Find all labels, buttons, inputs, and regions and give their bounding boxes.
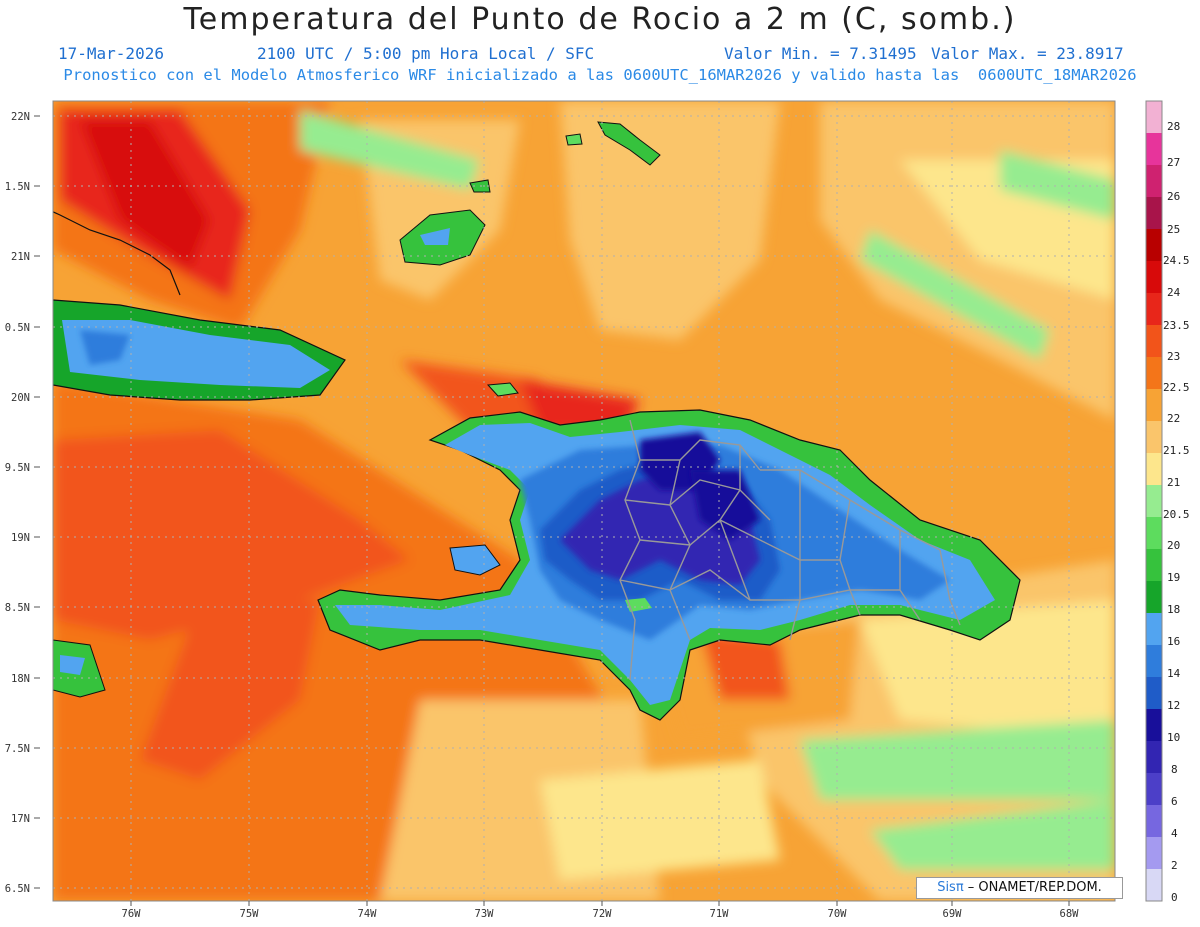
ocean-field <box>53 101 1115 901</box>
colorbar-swatch <box>1146 293 1162 326</box>
colorbar-label: 8 <box>1171 763 1178 776</box>
lon-label: 74W <box>358 908 378 920</box>
colorbar-swatch <box>1146 677 1162 710</box>
colorbar-swatch <box>1146 101 1162 134</box>
model-info: Pronostico con el Modelo Atmosferico WRF… <box>63 66 1137 84</box>
colorbar-swatch <box>1146 709 1162 742</box>
lat-label: 0.5N <box>5 322 30 334</box>
lon-label: 76W <box>122 908 142 920</box>
map-frame <box>52 100 1116 902</box>
colorbar-swatch <box>1146 453 1162 486</box>
hispaniola-landmass <box>317 382 1021 721</box>
colorbar-label: 25 <box>1167 223 1180 236</box>
map-field <box>53 101 1115 901</box>
colorbar-label: 24 <box>1167 286 1181 299</box>
colorbar-swatch <box>1146 581 1162 614</box>
pi-symbol: π <box>955 880 964 895</box>
colorbar-swatch <box>1146 229 1162 262</box>
colorbar-label: 22.5 <box>1163 381 1190 394</box>
colorbar-label: 12 <box>1167 699 1180 712</box>
min-value: Valor Min. = 7.31495 <box>724 44 917 63</box>
colorbar-swatch <box>1146 517 1162 550</box>
lat-label: 6.5N <box>5 883 30 895</box>
colorbar-label: 28 <box>1167 120 1180 133</box>
lon-ticks <box>130 901 1070 906</box>
cuba-landmass <box>53 211 346 401</box>
lat-label: 7.5N <box>5 743 30 755</box>
province-borders <box>619 419 961 681</box>
colorbar-swatch <box>1146 357 1162 390</box>
lon-label: 68W <box>1060 908 1080 920</box>
colorbar-label: 21.5 <box>1163 444 1190 457</box>
colorbar-label: 10 <box>1167 731 1180 744</box>
max-value: Valor Max. = 23.8917 <box>931 44 1124 63</box>
colorbar-label: 6 <box>1171 795 1178 808</box>
colorbar-swatch <box>1146 485 1162 518</box>
colorbar-label: 2 <box>1171 859 1178 872</box>
colorbar-swatch <box>1146 133 1162 166</box>
colorbar-swatch <box>1146 613 1162 646</box>
colorbar-swatch <box>1146 741 1162 774</box>
lat-label: 18N <box>11 673 30 685</box>
lat-label: 22N <box>11 111 30 123</box>
colorbar-label: 4 <box>1171 827 1178 840</box>
valid-date: 17-Mar-2026 <box>58 44 164 63</box>
colorbar-label: 19 <box>1167 571 1180 584</box>
valid-time: 2100 UTC / 5:00 pm Hora Local / SFC <box>257 44 595 63</box>
colorbar-label: 0 <box>1171 891 1178 904</box>
agency-watermark: Sisπ – ONAMET/REP.DOM. <box>916 877 1123 899</box>
lon-label: 72W <box>593 908 613 920</box>
colorbar-swatch <box>1146 549 1162 582</box>
colorbar-swatch <box>1146 837 1162 870</box>
brand-left: Sis <box>937 880 956 895</box>
dewpoint-map: 22N 1.5N 21N 0.5N 20N 9.5N 19N 8.5N 18N … <box>5 100 1190 920</box>
colorbar-swatch <box>1146 645 1162 678</box>
colorbar-label: 18 <box>1167 603 1180 616</box>
colorbar-label: 26 <box>1167 190 1180 203</box>
colorbar-label: 23 <box>1167 350 1180 363</box>
lat-label: 17N <box>11 813 30 825</box>
colorbar-swatch <box>1146 165 1162 198</box>
colorbar-swatch <box>1146 869 1162 902</box>
lat-label: 9.5N <box>5 462 30 474</box>
lon-label: 69W <box>943 908 963 920</box>
colorbar-swatch <box>1146 805 1162 838</box>
agency-name: – ONAMET/REP.DOM. <box>963 880 1102 895</box>
lon-axis: 76W 75W 74W 73W 72W 71W 70W 69W 68W <box>122 908 1080 920</box>
graticule <box>53 101 1115 901</box>
lat-label: 8.5N <box>5 602 30 614</box>
colorbar-label: 14 <box>1167 667 1181 680</box>
map-title: Temperatura del Punto de Rocio a 2 m (C,… <box>183 2 1017 37</box>
colorbar-swatch <box>1146 421 1162 454</box>
lat-label: 20N <box>11 392 30 404</box>
colorbar-label: 23.5 <box>1163 319 1190 332</box>
colorbar-label: 21 <box>1167 476 1180 489</box>
colorbar-swatch <box>1146 389 1162 422</box>
lon-label: 73W <box>475 908 495 920</box>
colorbar-label: 16 <box>1167 635 1180 648</box>
lat-label: 1.5N <box>5 181 30 193</box>
colorbar-swatch <box>1146 325 1162 358</box>
lon-label: 71W <box>710 908 730 920</box>
lat-label: 21N <box>11 251 30 263</box>
colorbar-label: 24.5 <box>1163 254 1190 267</box>
colorbar: 28 27 26 25 24.5 24 23.5 23 22.5 22 21.5… <box>1145 100 1190 904</box>
lat-label: 19N <box>11 532 30 544</box>
islands-north <box>53 121 661 698</box>
colorbar-swatch <box>1146 773 1162 806</box>
lon-label: 75W <box>240 908 260 920</box>
lon-label: 70W <box>828 908 848 920</box>
colorbar-swatch <box>1146 261 1162 294</box>
colorbar-label: 20 <box>1167 539 1180 552</box>
colorbar-swatch <box>1146 197 1162 230</box>
colorbar-label: 22 <box>1167 412 1180 425</box>
lat-axis: 22N 1.5N 21N 0.5N 20N 9.5N 19N 8.5N 18N … <box>5 111 30 895</box>
lat-ticks <box>34 115 40 889</box>
colorbar-label: 27 <box>1167 156 1180 169</box>
colorbar-label: 20.5 <box>1163 508 1190 521</box>
